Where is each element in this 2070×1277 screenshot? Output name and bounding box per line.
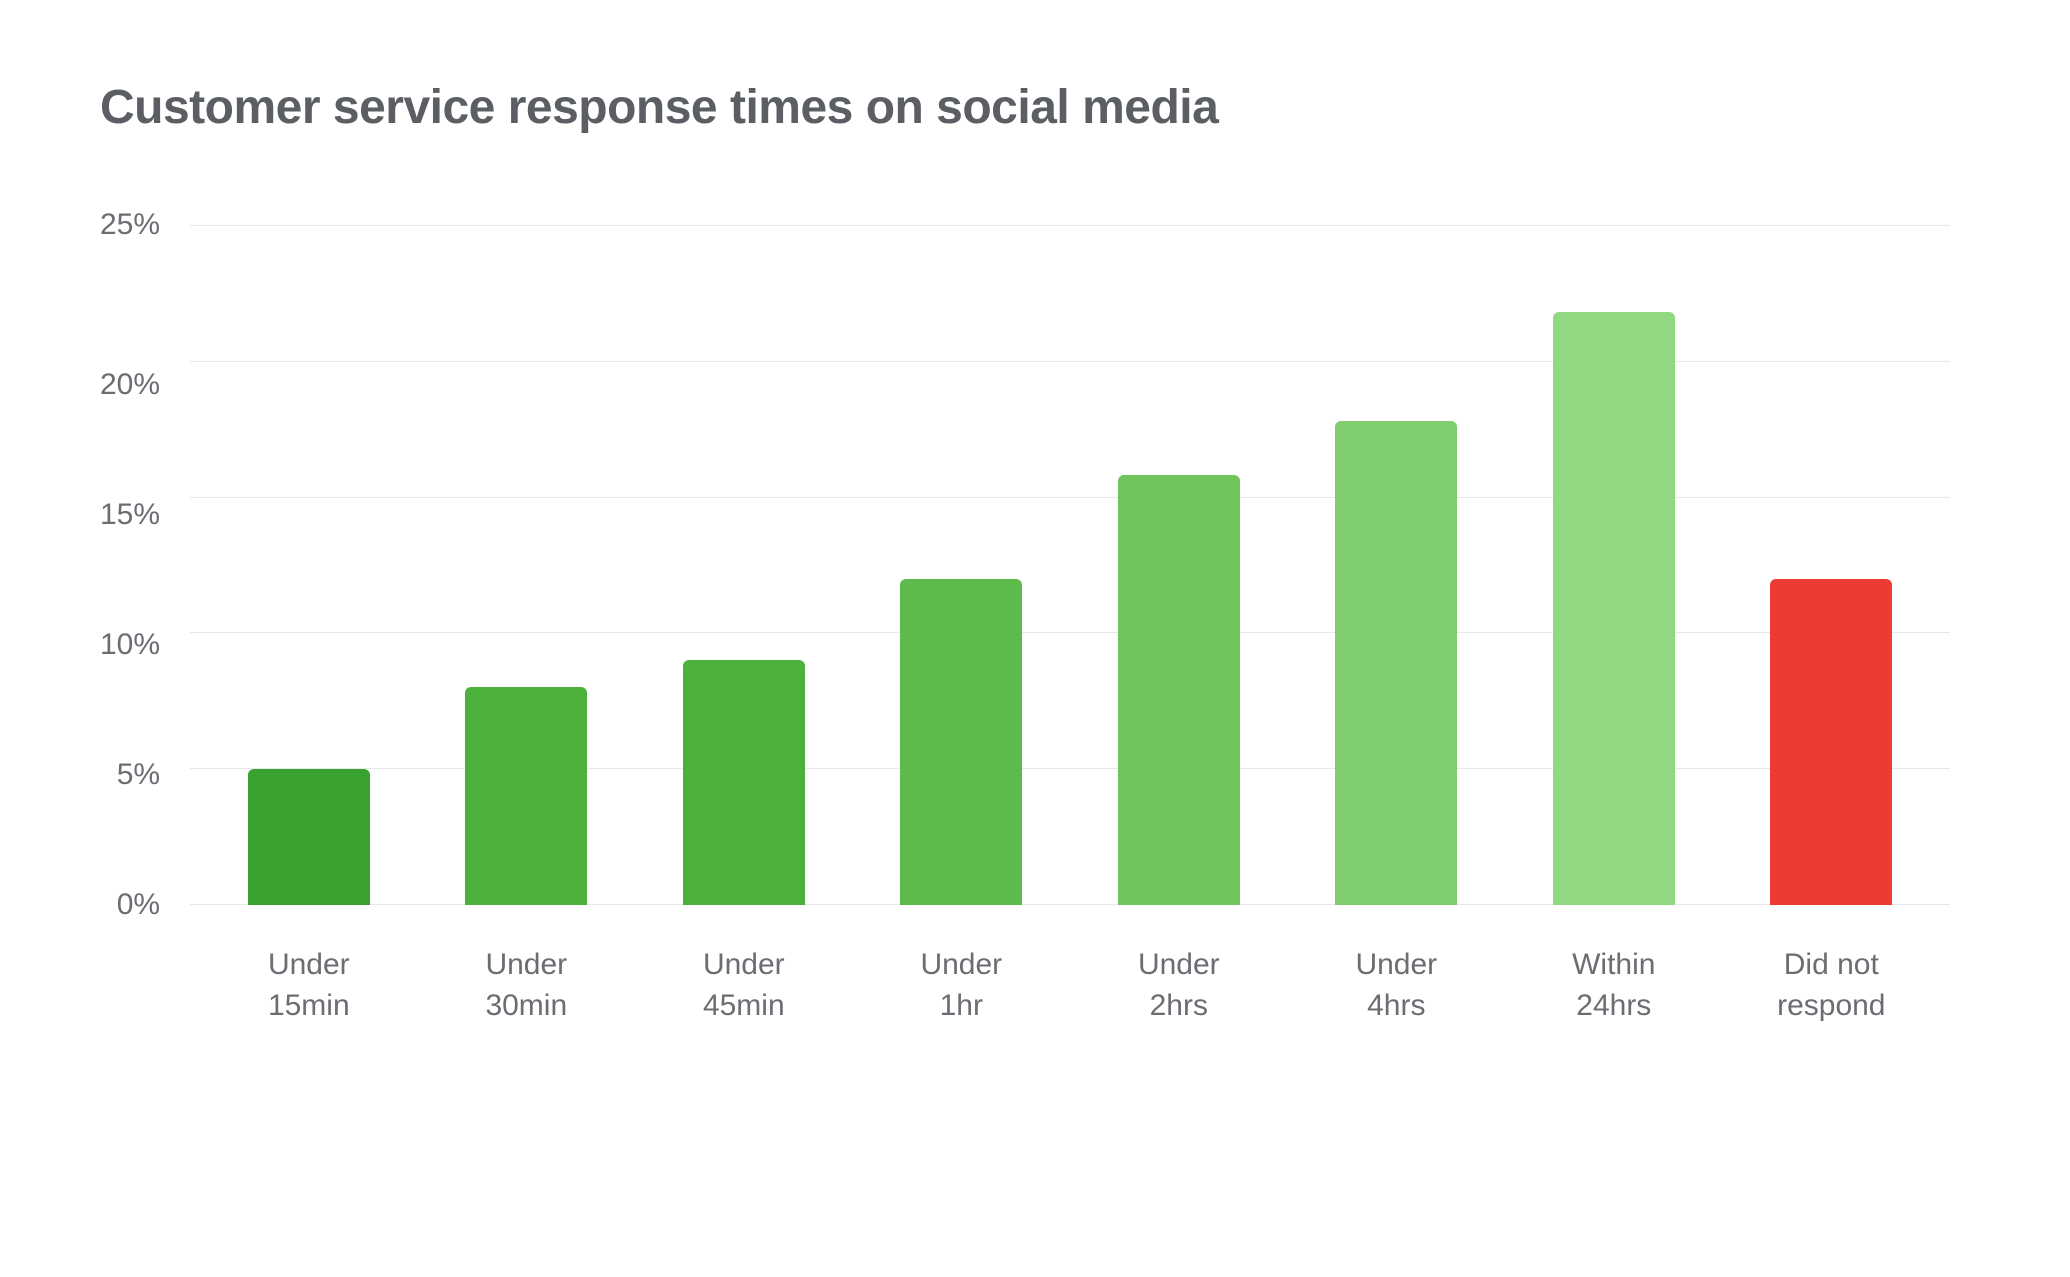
y-axis: 25%20%15%10%5%0% (100, 225, 190, 905)
plot-area (190, 225, 1950, 905)
bar-slot (635, 225, 853, 905)
bar (1335, 421, 1457, 905)
x-tick-label: Under 30min (418, 945, 636, 1026)
x-tick-label: Within 24hrs (1505, 945, 1723, 1026)
bar-slot (1723, 225, 1941, 905)
chart-container: Customer service response times on socia… (0, 0, 2070, 1277)
bar (248, 769, 370, 905)
x-labels: Under 15minUnder 30minUnder 45minUnder 1… (190, 945, 1950, 1026)
y-tick-label: 25% (100, 210, 160, 240)
bar-slot (418, 225, 636, 905)
bar (1118, 475, 1240, 905)
bar-slot (1505, 225, 1723, 905)
x-tick-label: Under 2hrs (1070, 945, 1288, 1026)
y-tick-label: 5% (117, 760, 160, 790)
plot-area-wrap: 25%20%15%10%5%0% (100, 225, 1950, 905)
x-tick-label: Under 1hr (853, 945, 1071, 1026)
x-tick-label: Under 15min (200, 945, 418, 1026)
y-tick-label: 10% (100, 630, 160, 660)
x-axis: Under 15minUnder 30minUnder 45minUnder 1… (100, 945, 1950, 1026)
bar (1770, 579, 1892, 905)
y-tick-label: 0% (117, 890, 160, 920)
x-tick-label: Did not respond (1723, 945, 1941, 1026)
bar (900, 579, 1022, 905)
bar-slot (1288, 225, 1506, 905)
bar (683, 660, 805, 905)
bars-group (190, 225, 1950, 905)
bar-slot (200, 225, 418, 905)
y-tick-label: 20% (100, 370, 160, 400)
bar (1553, 312, 1675, 905)
bar-slot (1070, 225, 1288, 905)
bar (465, 687, 587, 905)
y-tick-label: 15% (100, 500, 160, 530)
x-tick-label: Under 45min (635, 945, 853, 1026)
x-tick-label: Under 4hrs (1288, 945, 1506, 1026)
chart-title: Customer service response times on socia… (100, 80, 1950, 135)
x-axis-spacer (100, 945, 190, 1026)
bar-slot (853, 225, 1071, 905)
